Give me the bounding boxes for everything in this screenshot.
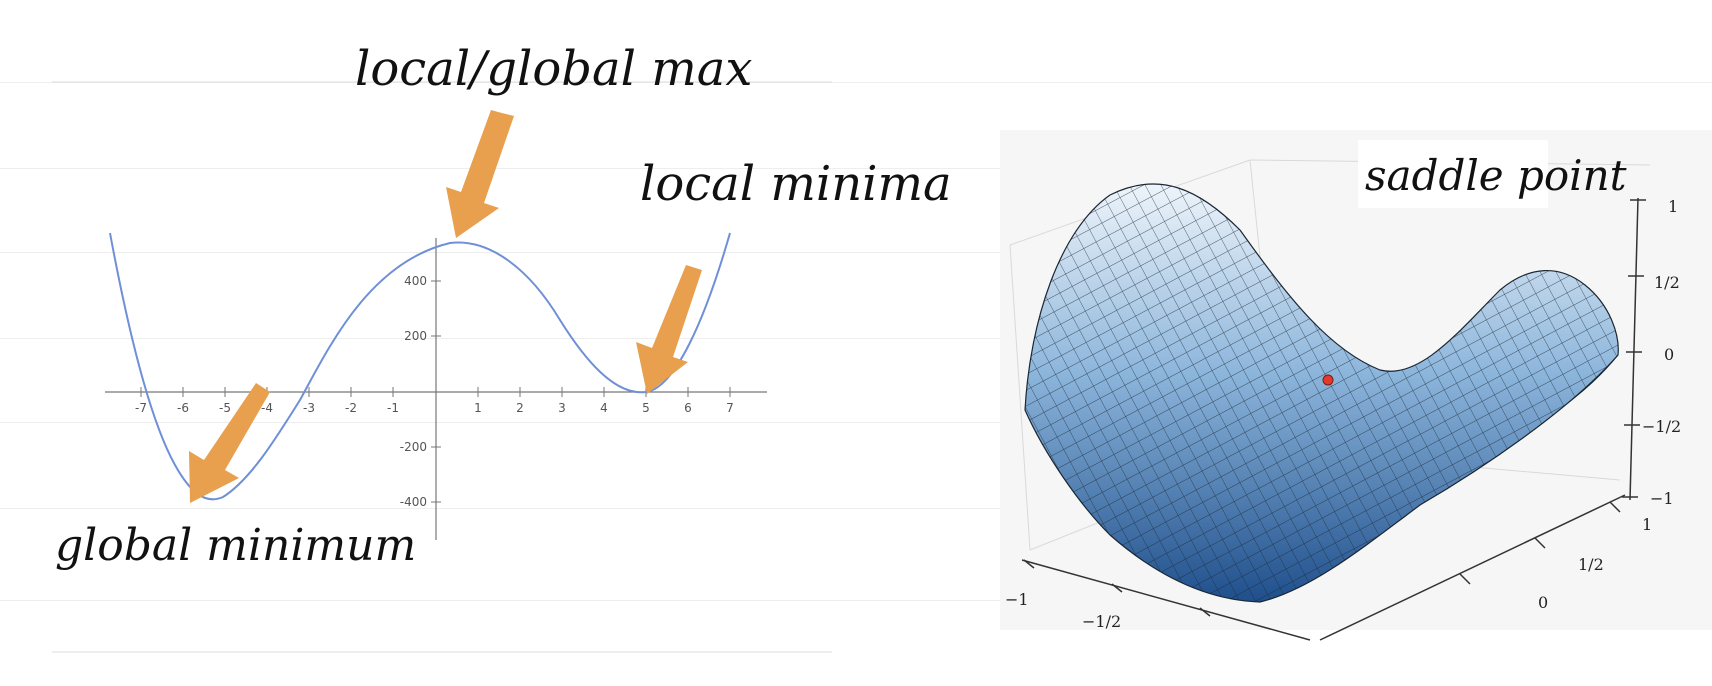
background-rule — [0, 600, 1712, 601]
y-tick-label: -200 — [400, 440, 427, 454]
z-tick-label: −1 — [1650, 489, 1674, 508]
background-rule — [0, 422, 1712, 423]
right-plot: 1 1/2 0 −1/2 −1 −1 −1/2 1 1/2 0 saddle p… — [1000, 130, 1712, 641]
background-rule — [0, 508, 1712, 509]
x-tick-label: -3 — [303, 401, 315, 415]
z-tick-label: −1/2 — [1642, 417, 1681, 436]
label-saddle-point: saddle point — [1365, 151, 1627, 200]
x-tick-label: 3 — [558, 401, 566, 415]
background-rule — [0, 82, 1712, 83]
label-local-global-max: local/global max — [355, 41, 752, 97]
arrow-global-min — [189, 383, 270, 503]
z-tick-label: 1 — [1668, 197, 1678, 216]
x-tick-label: -6 — [177, 401, 189, 415]
x-tick-label: -1 — [387, 401, 399, 415]
label-global-minimum: global minimum — [55, 520, 416, 571]
x-tick-label-3d: −1 — [1005, 590, 1029, 609]
x-tick-label: 5 — [642, 401, 650, 415]
left-plot: -7 -6 -5 -4 -3 -2 -1 1 2 3 4 5 6 7 400 2… — [52, 81, 832, 653]
background-rule — [0, 252, 1712, 253]
y-tick-label: 400 — [404, 274, 427, 288]
label-local-minima: local minima — [640, 156, 952, 212]
x-tick-label: 1 — [474, 401, 482, 415]
x-tick-label: 7 — [726, 401, 734, 415]
y-tick-marks-3d — [1459, 501, 1621, 585]
y-tick-label-3d: 1/2 — [1578, 555, 1604, 574]
z-tick-marks — [1622, 199, 1646, 498]
saddle-grid — [1025, 183, 1619, 602]
function-curve — [109, 232, 731, 501]
y-tick-label: 200 — [404, 329, 427, 343]
x-tick-label: -2 — [345, 401, 357, 415]
y-tick-label-3d: 0 — [1538, 593, 1548, 612]
x-tick-label-3d: −1/2 — [1082, 612, 1121, 631]
saddle-point-marker — [1322, 374, 1334, 386]
saddle-label-backdrop — [1358, 140, 1548, 208]
x-tick-label: 4 — [600, 401, 608, 415]
x-tick-label: 2 — [516, 401, 524, 415]
background-rule — [0, 338, 1712, 339]
x-tick-marks-3d — [1023, 559, 1211, 617]
y-tick-label: -400 — [400, 495, 427, 509]
y-tick-marks — [431, 280, 441, 503]
x-tick-label: -4 — [261, 401, 273, 415]
x-tick-label: -5 — [219, 401, 231, 415]
arrow-max — [446, 110, 514, 238]
z-tick-label: 1/2 — [1654, 273, 1680, 292]
x-tick-label: 6 — [684, 401, 692, 415]
x-tick-label: -7 — [135, 401, 147, 415]
y-axis-3d — [1319, 494, 1626, 641]
background-rule — [0, 168, 1712, 169]
arrow-local-min — [636, 265, 702, 394]
z-tick-label: 0 — [1664, 345, 1674, 364]
x-axis-3d — [1021, 559, 1311, 641]
z-axis — [1629, 197, 1639, 501]
y-tick-label-3d: 1 — [1642, 515, 1652, 534]
